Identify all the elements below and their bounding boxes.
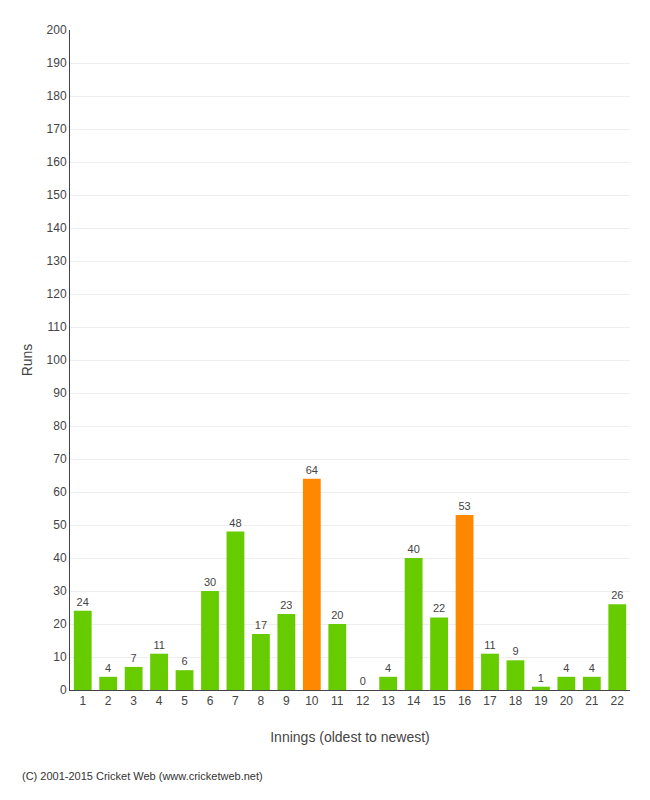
svg-text:Runs: Runs	[19, 344, 35, 377]
svg-text:30: 30	[204, 576, 216, 588]
svg-text:70: 70	[53, 452, 67, 466]
svg-text:53: 53	[458, 500, 470, 512]
svg-text:11: 11	[484, 639, 495, 651]
svg-text:100: 100	[47, 353, 67, 367]
svg-text:18: 18	[509, 694, 523, 708]
svg-text:4: 4	[385, 662, 391, 674]
svg-text:(C) 2001-2015 Cricket Web (www: (C) 2001-2015 Cricket Web (www.cricketwe…	[22, 770, 263, 782]
svg-text:26: 26	[611, 589, 623, 601]
svg-text:14: 14	[407, 694, 421, 708]
svg-text:22: 22	[433, 602, 445, 614]
svg-text:2: 2	[105, 694, 112, 708]
svg-text:0: 0	[360, 675, 366, 687]
svg-text:19: 19	[534, 694, 548, 708]
svg-text:8: 8	[258, 694, 265, 708]
svg-text:120: 120	[47, 287, 67, 301]
svg-text:17: 17	[483, 694, 497, 708]
svg-text:20: 20	[53, 617, 67, 631]
svg-text:6: 6	[207, 694, 214, 708]
svg-text:48: 48	[229, 517, 241, 529]
svg-text:7: 7	[131, 652, 137, 664]
svg-text:20: 20	[331, 609, 343, 621]
svg-text:Innings (oldest to newest): Innings (oldest to newest)	[270, 729, 430, 745]
svg-text:150: 150	[47, 188, 67, 202]
svg-text:130: 130	[47, 254, 67, 268]
svg-text:160: 160	[47, 155, 67, 169]
svg-text:5: 5	[181, 694, 188, 708]
svg-text:17: 17	[255, 619, 267, 631]
svg-text:7: 7	[232, 694, 239, 708]
svg-text:80: 80	[53, 419, 67, 433]
svg-text:20: 20	[560, 694, 574, 708]
svg-text:16: 16	[458, 694, 472, 708]
svg-text:10: 10	[305, 694, 319, 708]
svg-text:50: 50	[53, 518, 67, 532]
svg-text:12: 12	[356, 694, 370, 708]
svg-text:4: 4	[589, 662, 595, 674]
svg-text:11: 11	[153, 639, 164, 651]
svg-text:4: 4	[105, 662, 111, 674]
svg-text:30: 30	[53, 584, 67, 598]
svg-text:170: 170	[47, 122, 67, 136]
svg-text:13: 13	[382, 694, 396, 708]
svg-text:190: 190	[47, 56, 67, 70]
svg-text:200: 200	[47, 23, 67, 37]
svg-text:64: 64	[306, 464, 318, 476]
svg-text:9: 9	[283, 694, 290, 708]
svg-text:22: 22	[611, 694, 625, 708]
svg-text:40: 40	[408, 543, 420, 555]
svg-text:90: 90	[53, 386, 67, 400]
svg-text:11: 11	[331, 694, 344, 708]
svg-text:9: 9	[512, 645, 518, 657]
svg-text:140: 140	[47, 221, 67, 235]
svg-text:21: 21	[585, 694, 599, 708]
svg-text:4: 4	[156, 694, 163, 708]
svg-text:40: 40	[53, 551, 67, 565]
svg-text:10: 10	[53, 650, 67, 664]
svg-text:6: 6	[181, 655, 187, 667]
svg-text:15: 15	[432, 694, 446, 708]
svg-text:24: 24	[77, 596, 89, 608]
svg-text:23: 23	[280, 599, 292, 611]
svg-text:60: 60	[53, 485, 67, 499]
svg-text:4: 4	[563, 662, 569, 674]
svg-text:0: 0	[60, 683, 67, 697]
svg-text:1: 1	[79, 694, 86, 708]
svg-text:1: 1	[538, 672, 544, 684]
svg-text:3: 3	[130, 694, 137, 708]
svg-text:110: 110	[47, 320, 66, 334]
svg-text:180: 180	[47, 89, 67, 103]
